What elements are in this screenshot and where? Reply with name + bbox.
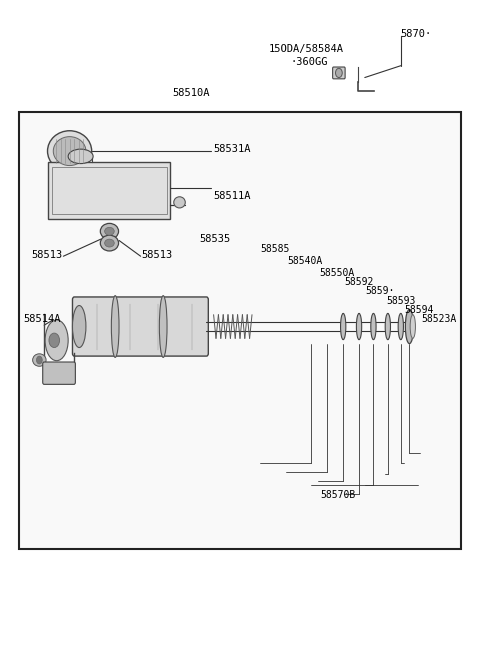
Ellipse shape — [159, 296, 167, 357]
Ellipse shape — [100, 235, 119, 251]
Text: 58511A: 58511A — [214, 191, 251, 201]
Ellipse shape — [405, 309, 413, 344]
Ellipse shape — [385, 313, 391, 340]
Ellipse shape — [33, 354, 46, 367]
Ellipse shape — [105, 227, 114, 235]
Text: 58594: 58594 — [405, 305, 434, 315]
Text: 58593: 58593 — [386, 296, 416, 306]
Ellipse shape — [371, 313, 376, 340]
FancyBboxPatch shape — [43, 362, 75, 384]
Text: 58585: 58585 — [261, 244, 290, 254]
Text: 58514A: 58514A — [23, 314, 60, 324]
Circle shape — [336, 68, 342, 78]
Text: 58540A: 58540A — [287, 256, 322, 266]
Ellipse shape — [340, 313, 346, 340]
Ellipse shape — [53, 137, 86, 166]
Ellipse shape — [100, 223, 119, 239]
Text: 58550A: 58550A — [319, 268, 354, 278]
Ellipse shape — [398, 313, 403, 340]
Text: 58523A: 58523A — [421, 314, 456, 324]
Ellipse shape — [410, 315, 415, 338]
Text: 58513: 58513 — [31, 250, 62, 260]
Circle shape — [36, 356, 42, 364]
Text: 15ODA/58584A: 15ODA/58584A — [269, 44, 344, 55]
Ellipse shape — [356, 313, 362, 340]
Circle shape — [49, 333, 60, 348]
Bar — [52, 167, 167, 214]
Ellipse shape — [68, 149, 93, 164]
Text: 5859·: 5859· — [366, 286, 395, 296]
Text: 58510A: 58510A — [173, 88, 210, 99]
Ellipse shape — [111, 296, 119, 357]
Bar — [48, 162, 170, 219]
FancyBboxPatch shape — [333, 67, 345, 79]
Text: 58513: 58513 — [142, 250, 173, 260]
Ellipse shape — [72, 306, 86, 348]
Ellipse shape — [105, 239, 114, 247]
Text: 58592: 58592 — [345, 277, 374, 287]
Text: 58531A: 58531A — [214, 144, 251, 154]
Text: ·360GG: ·360GG — [290, 57, 328, 67]
Ellipse shape — [174, 197, 185, 208]
Text: 58535: 58535 — [199, 234, 230, 244]
Ellipse shape — [48, 131, 92, 171]
Text: 58570B: 58570B — [321, 490, 356, 500]
FancyBboxPatch shape — [72, 297, 208, 356]
Ellipse shape — [45, 320, 68, 361]
Bar — [19, 112, 461, 549]
Text: 5870·: 5870· — [401, 29, 432, 39]
